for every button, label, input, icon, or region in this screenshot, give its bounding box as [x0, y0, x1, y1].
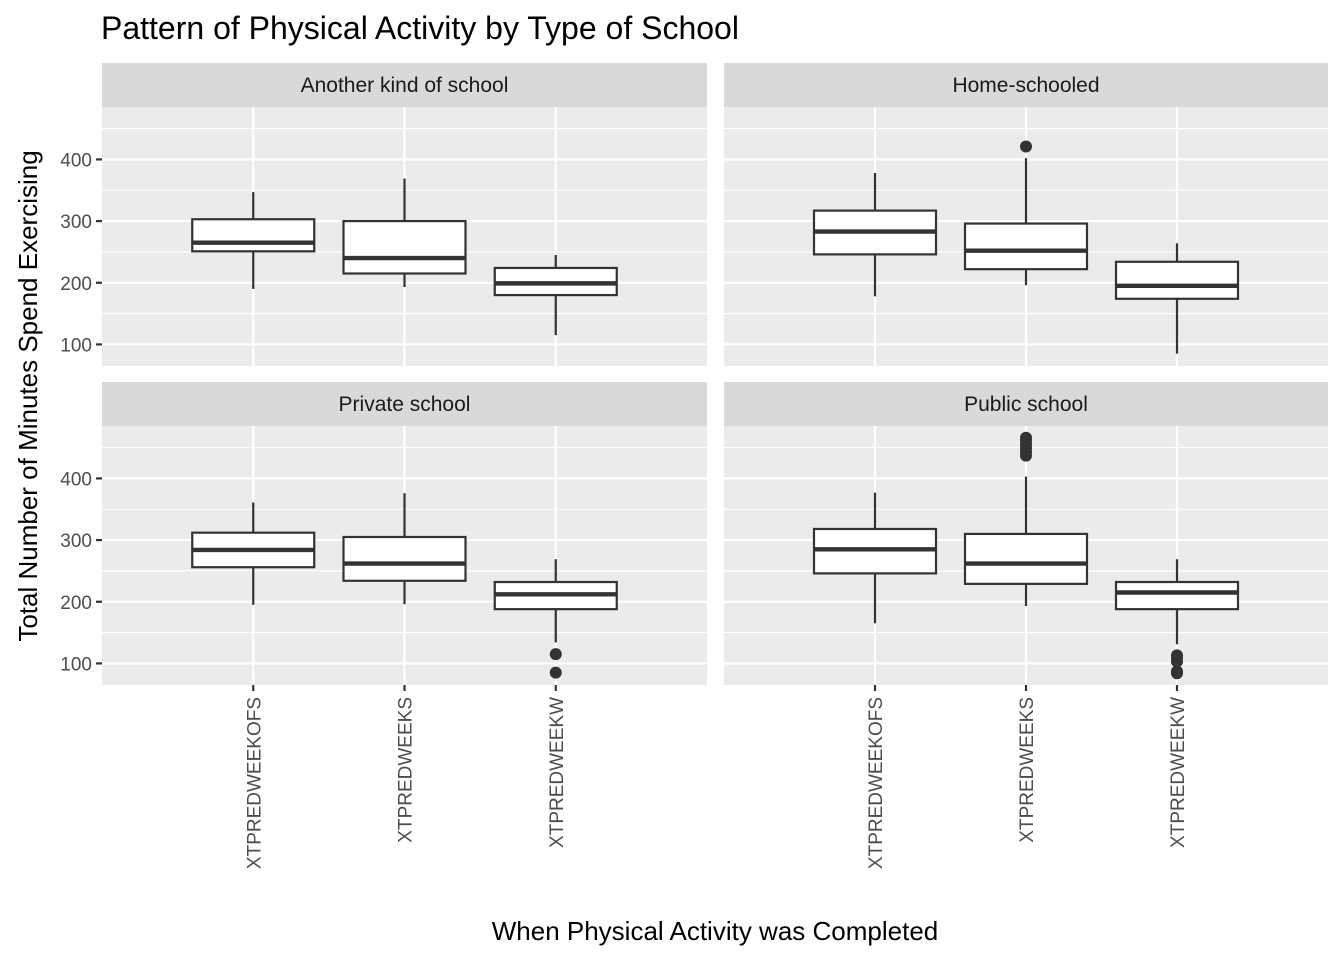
x-tick-label: XTPREDWEEKW: [547, 697, 568, 848]
outlier-point: [1171, 667, 1183, 680]
x-tick-label: XTPREDWEEKS: [1017, 697, 1038, 843]
y-tick-label: 200: [60, 593, 92, 614]
x-axis: XTPREDWEEKOFS XTPREDWEEKS XTPREDWEEKW XTPRE…: [244, 685, 1189, 869]
facet-strip: [724, 63, 1328, 107]
facet-panel: Another kind of school: [102, 63, 707, 366]
y-tick-label: 400: [60, 150, 92, 171]
box-xtpredweeks: [342, 178, 467, 288]
box-xtpredweekofs: [812, 492, 938, 624]
x-tick-label: XTPREDWEEKOFS: [866, 697, 887, 869]
y-axis: 100 200 300 400 100 200 300 400: [60, 150, 102, 675]
box-xtpredweekw: [493, 559, 618, 679]
facet-strip-label: Home-schooled: [952, 74, 1099, 97]
facet-strip-label: Private school: [339, 393, 471, 416]
facet-panel: Public school: [724, 382, 1328, 685]
x-tick-label: XTPREDWEEKS: [396, 697, 417, 843]
outlier-point: [549, 648, 562, 661]
x-tick-label: XTPREDWEEKOFS: [244, 697, 265, 869]
outlier-point: [1020, 449, 1032, 462]
facet-strip-label: Public school: [964, 393, 1088, 416]
facet-strip-label: Another kind of school: [301, 74, 509, 97]
facet-strip: [102, 63, 707, 107]
box-xtpredweeks: [963, 431, 1089, 607]
chart-title: Pattern of Physical Activity by Type of …: [101, 10, 739, 46]
box-xtpredweeks: [342, 493, 467, 605]
y-tick-label: 200: [60, 274, 92, 295]
box-iqr: [1114, 260, 1240, 300]
box-iqr: [342, 535, 467, 582]
y-axis-title: Total Number of Minutes Spend Exercising: [13, 150, 43, 641]
box-xtpredweekofs: [191, 192, 316, 289]
box-xtpredweekofs: [191, 502, 316, 605]
facet-strip: [102, 382, 707, 426]
box-xtpredweekw: [1114, 243, 1240, 354]
box-iqr: [963, 222, 1089, 271]
y-tick-label: 400: [60, 469, 92, 490]
facet-strip: [724, 382, 1328, 426]
box-iqr: [191, 218, 316, 253]
x-tick-label: XTPREDWEEKW: [1168, 697, 1189, 848]
y-tick-label: 300: [60, 531, 92, 552]
y-tick-label: 300: [60, 212, 92, 233]
box-iqr: [1114, 580, 1240, 611]
box-iqr: [963, 532, 1089, 585]
outlier-point: [1171, 655, 1183, 668]
facet-panels: Another kind of school Home-schooled Priva…: [102, 63, 1328, 685]
box-xtpredweekw: [493, 255, 618, 336]
y-tick-label: 100: [60, 654, 92, 675]
facet-panel: Home-schooled: [724, 63, 1328, 366]
box-xtpredweekw: [1114, 559, 1240, 680]
x-axis-title: When Physical Activity was Completed: [492, 916, 939, 946]
box-xtpredweekofs: [812, 172, 938, 297]
facet-panel: Private school: [102, 382, 707, 685]
box-xtpredweeks: [963, 140, 1089, 286]
y-tick-label: 100: [60, 335, 92, 356]
outlier-point: [549, 666, 562, 679]
box-iqr: [342, 219, 467, 275]
outlier-point: [1020, 140, 1032, 153]
